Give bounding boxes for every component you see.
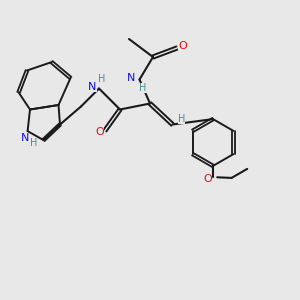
Text: H: H — [98, 74, 106, 84]
Text: N: N — [20, 133, 29, 143]
Text: N: N — [127, 73, 135, 83]
Text: H: H — [140, 82, 147, 93]
Text: H: H — [30, 137, 37, 148]
Text: O: O — [178, 41, 187, 52]
Text: H: H — [178, 113, 185, 124]
Text: O: O — [95, 127, 104, 137]
Text: O: O — [203, 174, 212, 184]
Text: N: N — [88, 82, 97, 92]
